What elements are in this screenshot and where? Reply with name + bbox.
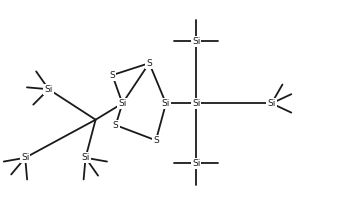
Text: S: S [113, 121, 119, 130]
Text: S: S [153, 136, 159, 145]
Text: S: S [109, 71, 115, 80]
Text: Si: Si [192, 99, 200, 108]
Text: Si: Si [81, 153, 90, 162]
Text: Si: Si [267, 99, 276, 108]
Text: Si: Si [162, 99, 170, 108]
Text: S: S [146, 59, 152, 68]
Text: Si: Si [118, 99, 127, 108]
Text: Si: Si [21, 153, 29, 162]
Text: Si: Si [192, 37, 200, 46]
Text: Si: Si [192, 159, 200, 168]
Text: Si: Si [44, 85, 53, 94]
